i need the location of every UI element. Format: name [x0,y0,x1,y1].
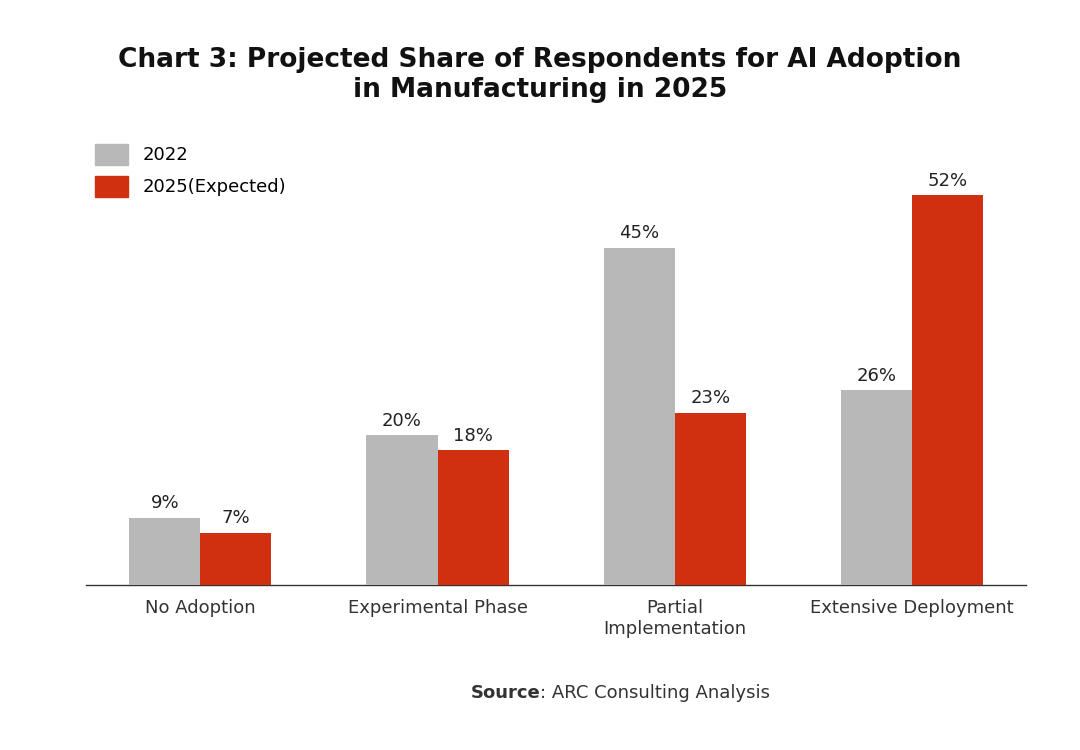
Text: 20%: 20% [382,412,422,430]
Bar [675,413,746,585]
Bar [913,195,983,585]
Bar [604,248,675,585]
Legend: 2022, 2025(Expected): 2022, 2025(Expected) [95,144,286,196]
Bar [130,518,200,585]
Bar [437,450,509,585]
Bar [200,532,271,585]
Text: 26%: 26% [856,367,896,385]
Text: 18%: 18% [454,427,494,445]
Text: 52%: 52% [928,172,968,190]
Text: Chart 3: Projected Share of Respondents for AI Adoption
in Manufacturing in 2025: Chart 3: Projected Share of Respondents … [119,47,961,103]
Bar [366,435,437,585]
Text: 45%: 45% [619,224,659,242]
Text: : ARC Consulting Analysis: : ARC Consulting Analysis [540,683,770,701]
Text: 9%: 9% [150,494,179,512]
Text: Source: Source [470,683,540,701]
Text: 23%: 23% [690,389,730,407]
Bar [841,390,913,585]
Text: 7%: 7% [221,509,251,527]
